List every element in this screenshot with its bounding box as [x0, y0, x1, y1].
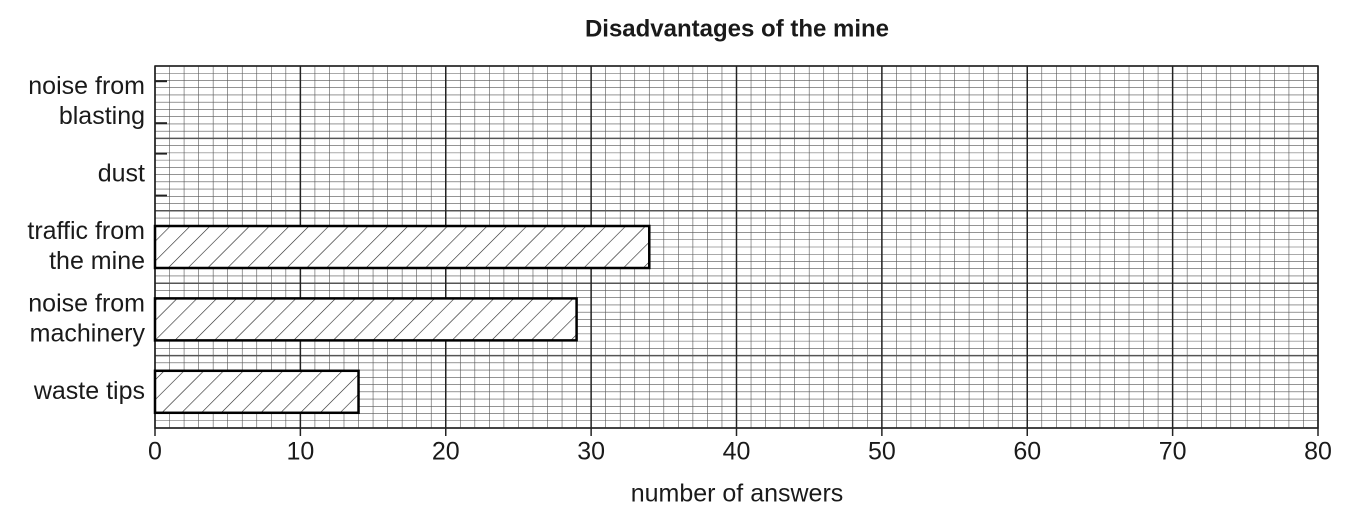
y-tick-label: waste tips: [33, 376, 145, 404]
y-tick-label: dust: [98, 159, 145, 187]
x-tick-label: 50: [868, 438, 896, 466]
x-tick-label: 80: [1304, 438, 1332, 466]
y-tick-label-line: blasting: [59, 102, 145, 130]
y-tick-label-line: dust: [98, 159, 145, 187]
y-tick-label: traffic from the mine: [27, 217, 145, 275]
x-tick-label: 70: [1159, 438, 1187, 466]
y-tick-label-line: traffic from: [27, 217, 145, 245]
bar: [153, 297, 578, 342]
y-tick-label-line: noise from: [28, 72, 145, 100]
chart-title: Disadvantages of the mine: [585, 15, 889, 42]
y-tick-label-line: the mine: [49, 247, 145, 275]
bar: [153, 224, 651, 270]
y-tick-label-line: waste tips: [33, 376, 145, 404]
y-tick-label-line: noise from: [28, 289, 145, 317]
x-tick-label: 0: [148, 438, 162, 466]
x-axis-label: number of answers: [631, 480, 844, 506]
x-tick-label: 10: [286, 438, 314, 466]
y-tick-label-line: machinery: [30, 319, 146, 347]
x-tick-label: 40: [723, 438, 751, 466]
bar: [153, 369, 360, 415]
x-tick-label: 30: [577, 438, 605, 466]
x-tick-label: 60: [1013, 438, 1041, 466]
y-tick-label: noise from machinery: [28, 289, 145, 347]
y-tick-label: noise from blasting: [28, 72, 145, 130]
x-tick-label: 20: [432, 438, 460, 466]
